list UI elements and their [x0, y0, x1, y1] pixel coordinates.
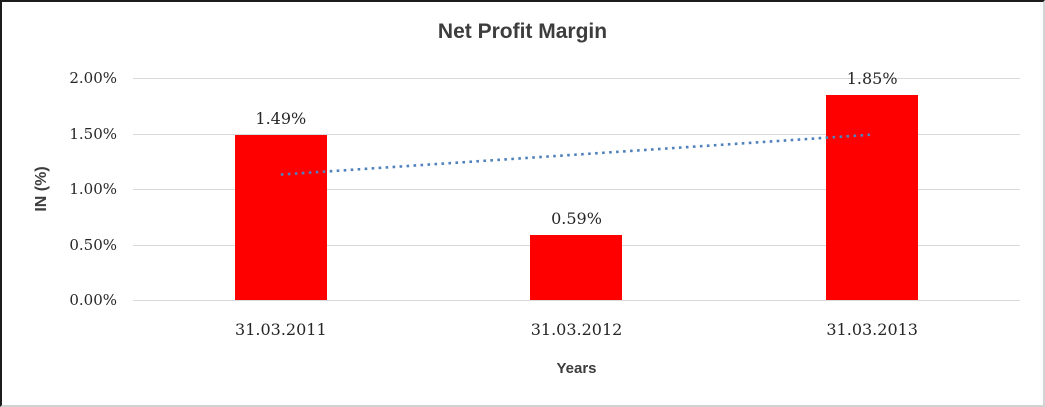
x-axis-tick-label: 31.03.2013: [826, 320, 918, 339]
bar-slot: 1.85%: [724, 69, 1020, 300]
y-axis-tick-label: 1.00%: [69, 180, 117, 198]
y-axis-tick-label: 1.50%: [69, 124, 117, 143]
y-axis-tick-label: 2.00%: [69, 69, 117, 87]
bar-31.03.2013: [826, 94, 919, 300]
x-axis-tick-label: 31.03.2011: [235, 320, 327, 339]
gridline: [133, 78, 1020, 79]
x-axis-tick-labels: 31.03.2011 31.03.2012 31.03.2013: [133, 320, 1020, 339]
x-axis-title: Years: [556, 360, 597, 377]
bar-31.03.2012: [530, 234, 623, 300]
bar-value-label: 0.59%: [551, 208, 602, 228]
bar-value-label: 1.85%: [846, 68, 898, 88]
plot-area: 1.49% 0.59% 1.85%: [133, 69, 1020, 301]
x-axis-tick-label: 31.03.2012: [530, 320, 623, 339]
gridline: [133, 189, 1020, 190]
gridline: [133, 300, 1020, 301]
bar-slot: 1.49%: [133, 78, 429, 300]
chart-title: Net Profit Margin: [437, 20, 608, 43]
bar-slot: 0.59%: [429, 78, 725, 300]
y-axis-tick-label: 0.00%: [69, 291, 117, 309]
y-axis-tick-label: 0.50%: [69, 235, 117, 254]
bar-31.03.2011: [234, 134, 327, 300]
bar-value-label: 1.49%: [255, 108, 307, 128]
